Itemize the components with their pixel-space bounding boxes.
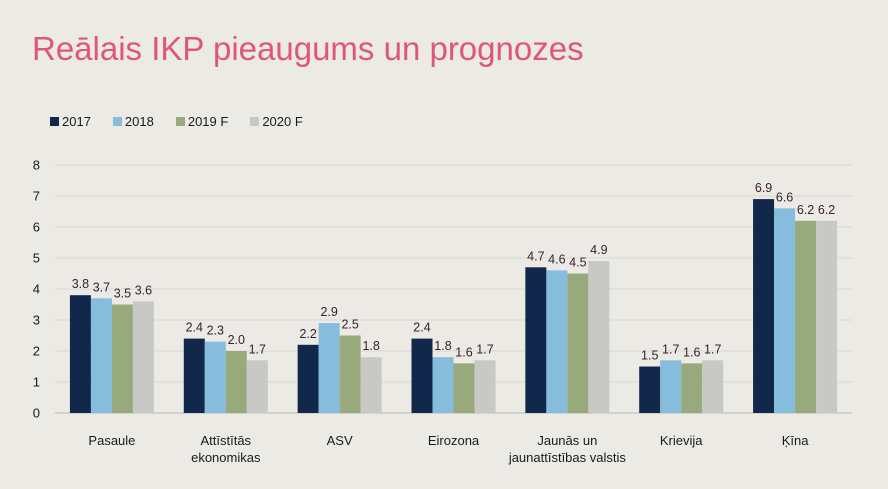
bar xyxy=(90,298,112,413)
legend-swatch xyxy=(112,117,122,126)
legend-label: 2019 F xyxy=(187,114,229,129)
legend-swatch xyxy=(250,117,260,126)
data-label: 2.2 xyxy=(299,327,316,341)
x-tick-label: Attīstītās xyxy=(200,433,251,448)
data-label: 4.6 xyxy=(548,252,565,266)
bar xyxy=(774,208,796,413)
data-label: 3.8 xyxy=(72,277,89,291)
data-label: 3.7 xyxy=(93,280,110,294)
y-tick-label: 8 xyxy=(33,158,40,173)
data-label: 1.5 xyxy=(641,349,658,363)
bar xyxy=(567,273,589,413)
data-label: 6.2 xyxy=(818,203,835,217)
bar xyxy=(639,366,661,413)
data-label: 1.7 xyxy=(476,342,493,356)
bar xyxy=(546,270,568,413)
chart-title: Reālais IKP pieaugums un prognozes xyxy=(32,30,584,67)
y-tick-label: 0 xyxy=(33,406,40,421)
chart-legend: 2017 2018 2019 F 2020 F xyxy=(50,114,325,129)
bar xyxy=(753,199,775,413)
bar xyxy=(702,360,724,413)
y-tick-label: 5 xyxy=(33,251,40,266)
bar xyxy=(204,341,226,413)
bar xyxy=(69,295,91,413)
x-tick-label: Krievija xyxy=(660,433,703,448)
bar xyxy=(411,338,433,413)
bar xyxy=(474,360,496,413)
x-tick-label: Ķīna xyxy=(782,433,810,448)
y-tick-label: 3 xyxy=(33,313,40,328)
data-label: 4.9 xyxy=(590,243,607,257)
bar xyxy=(183,338,205,413)
y-tick-label: 4 xyxy=(33,282,40,297)
x-tick-label: Jaunās un xyxy=(537,433,597,448)
data-label: 1.8 xyxy=(362,339,379,353)
bar xyxy=(681,363,703,413)
legend-item: 2020 F xyxy=(250,114,303,129)
bar xyxy=(339,335,361,413)
data-label: 4.7 xyxy=(527,249,544,263)
legend-label: 2017 xyxy=(62,114,91,129)
data-label: 3.5 xyxy=(114,287,131,301)
x-tick-label: Pasaule xyxy=(88,433,135,448)
x-tick-label: jaunattīstības valstis xyxy=(508,450,627,465)
data-label: 6.9 xyxy=(755,181,772,195)
bar xyxy=(525,267,547,413)
x-tick-label: ASV xyxy=(327,433,353,448)
legend-label: 2018 xyxy=(124,114,154,129)
data-label: 1.8 xyxy=(434,339,451,353)
data-label: 2.3 xyxy=(207,324,224,338)
data-label: 4.5 xyxy=(569,256,586,270)
bar xyxy=(660,360,682,413)
data-label: 3.6 xyxy=(135,283,152,297)
bar xyxy=(588,261,610,413)
data-label: 1.6 xyxy=(455,345,472,359)
legend-item: 2017 xyxy=(50,114,91,129)
bar xyxy=(816,220,838,413)
data-label: 6.2 xyxy=(797,203,814,217)
data-label: 2.5 xyxy=(341,318,358,332)
data-label: 2.4 xyxy=(413,321,430,335)
legend-item: 2018 xyxy=(112,114,154,129)
data-label: 1.7 xyxy=(662,342,679,356)
data-label: 2.4 xyxy=(186,321,203,335)
bar xyxy=(318,323,340,413)
data-label: 1.7 xyxy=(249,342,266,356)
bar xyxy=(432,357,454,413)
bar xyxy=(132,301,154,413)
data-label: 1.6 xyxy=(683,345,700,359)
bar xyxy=(453,363,475,413)
bar xyxy=(360,357,382,413)
y-tick-label: 1 xyxy=(33,375,40,390)
bar xyxy=(225,351,247,413)
bar xyxy=(795,220,817,413)
y-tick-label: 2 xyxy=(33,344,40,359)
legend-swatch xyxy=(175,117,185,126)
data-label: 2.0 xyxy=(228,333,245,347)
data-label: 6.6 xyxy=(776,190,793,204)
y-tick-label: 6 xyxy=(33,220,40,235)
legend-swatch xyxy=(50,117,59,126)
data-label: 1.7 xyxy=(704,342,721,356)
bar xyxy=(246,360,268,413)
legend-label: 2020 F xyxy=(262,114,303,129)
bar xyxy=(111,304,133,413)
y-tick-label: 7 xyxy=(33,189,40,204)
legend-item: 2019 F xyxy=(175,114,229,129)
x-tick-label: ekonomikas xyxy=(191,450,261,465)
x-tick-label: Eirozona xyxy=(428,433,480,448)
data-label: 2.9 xyxy=(320,305,337,319)
bar xyxy=(297,344,319,413)
